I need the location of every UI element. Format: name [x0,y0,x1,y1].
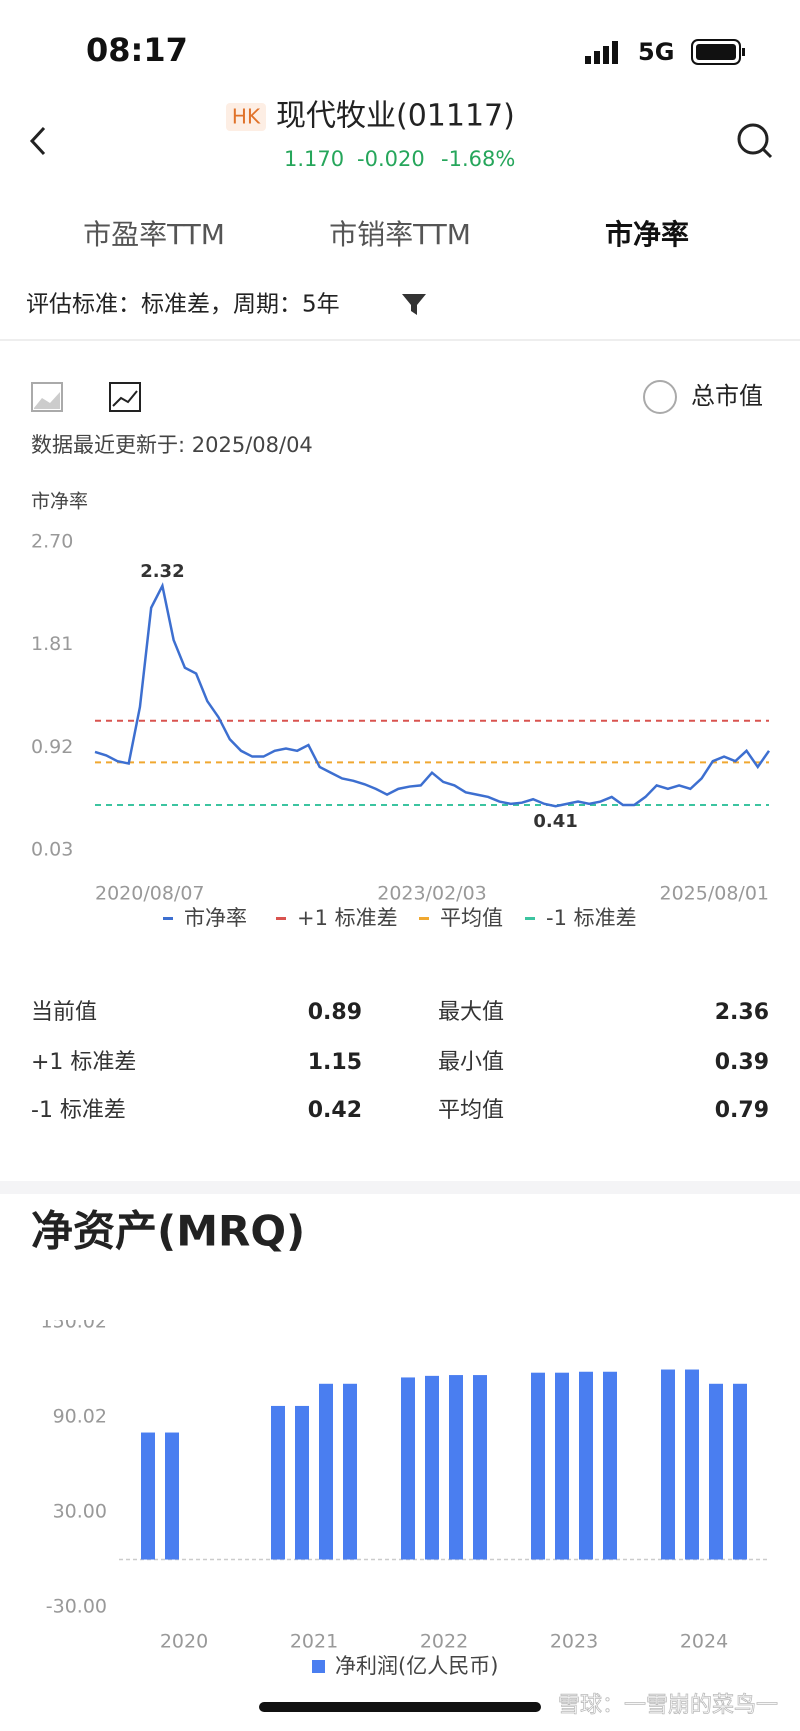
bar [295,1405,309,1560]
legend-swatch [276,917,286,920]
bar [709,1383,723,1560]
area-chart-icon[interactable] [31,382,63,412]
stat-label: 最小值 [438,1050,504,1075]
battery [691,39,745,65]
bar [603,1371,617,1560]
y-tick-label: 0.03 [31,839,73,861]
y-tick-label: -30.00 [46,1596,107,1618]
y-tick-label: 1.81 [31,633,73,655]
legend-label: +1 标准差 [297,906,398,930]
stat-value: 0.42 [308,1098,362,1123]
x-tick-label: 2020 [160,1631,208,1653]
back-button[interactable] [29,126,46,156]
divider [0,339,800,341]
x-tick-label: 2024 [680,1631,728,1653]
signal [585,41,618,64]
market: HK [232,105,261,129]
market-cap-radio[interactable] [643,380,677,414]
search-button[interactable] [737,123,773,159]
watermark: 雪球：一雪崩的菜鸟一 [558,1693,778,1718]
filter: 评估标准：标准差，周期：5年 [26,292,340,318]
legend-swatch [419,917,429,920]
stat-value: 2.36 [715,1000,769,1025]
y-tick-label: 0.92 [31,736,73,758]
bar [425,1375,439,1560]
bar [473,1375,487,1560]
section-title: 净资产(MRQ) [31,1207,305,1256]
bar [579,1371,593,1560]
bar [165,1432,179,1560]
max-label: 2.32 [140,561,184,582]
filter-icon[interactable] [402,294,426,315]
legend-swatch [163,917,173,920]
bar [141,1432,155,1560]
bar [733,1383,747,1560]
bar [271,1405,285,1560]
change-pct: -1.68% [441,147,515,171]
y-tick-group: -30.00 30.00 90.02 150.02 [41,1311,107,1618]
legend-label: 市净率 [184,906,247,930]
legend-swatch [525,917,535,920]
legend-label: -1 标准差 [546,906,637,930]
stock-name: 现代牧业(01117) [276,99,515,134]
legend-swatch [312,1660,325,1673]
bar [661,1369,675,1560]
x-tick-label: 2022 [420,1631,468,1653]
bar [449,1375,463,1560]
bar [531,1372,545,1560]
line-chart-icon[interactable] [109,382,141,412]
y-tick-label: 2.70 [31,531,73,553]
tab[interactable]: 市盈率TTM [83,218,225,251]
legend-label: 平均值 [440,906,503,930]
market-badge [226,103,266,131]
stat-label: 平均值 [438,1098,504,1123]
market-cap-toggle[interactable]: 总市值 [691,382,763,410]
pb-line [94,582,771,808]
stat-label: +1 标准差 [31,1050,136,1075]
bar [319,1383,333,1560]
price: 1.170 [284,147,344,171]
stat-value: 0.39 [715,1050,769,1075]
stat-label: 当前值 [31,1000,97,1025]
network: 5G [638,38,674,66]
stat-value: 0.79 [715,1098,769,1123]
stat-value: 1.15 [308,1050,362,1075]
stat-label: 最大值 [438,1000,504,1025]
updated: 数据最近更新于: 2025/08/04 [31,433,313,457]
tab[interactable]: 市净率 [605,218,689,251]
y-tick-label: 90.02 [53,1405,107,1427]
bar [343,1383,357,1560]
tab[interactable]: 市销率TTM [329,218,471,251]
x-tick-label: 2023/02/03 [377,883,487,905]
stat-label: -1 标准差 [31,1098,126,1123]
x-tick-label: 2023 [550,1631,598,1653]
time: 08:17 [86,31,188,69]
x-tick-label: 2025/08/01 [659,883,769,905]
home-indicator [259,1702,541,1712]
change: -0.020 [357,147,425,171]
legend-label: 净利润(亿人民币) [335,1654,498,1678]
min-label: 0.41 [533,811,577,832]
stat-value: 0.89 [308,1000,362,1025]
bar [555,1372,569,1560]
x-tick-label: 2020/08/07 [95,883,205,905]
bar [401,1377,415,1560]
x-tick-label: 2021 [290,1631,338,1653]
section-gap [0,1181,800,1194]
bar [685,1369,699,1560]
y-axis-label: 市净率 [31,491,88,513]
y-tick-label: 30.00 [53,1501,107,1523]
y-tick-label: 150.02 [41,1311,107,1333]
